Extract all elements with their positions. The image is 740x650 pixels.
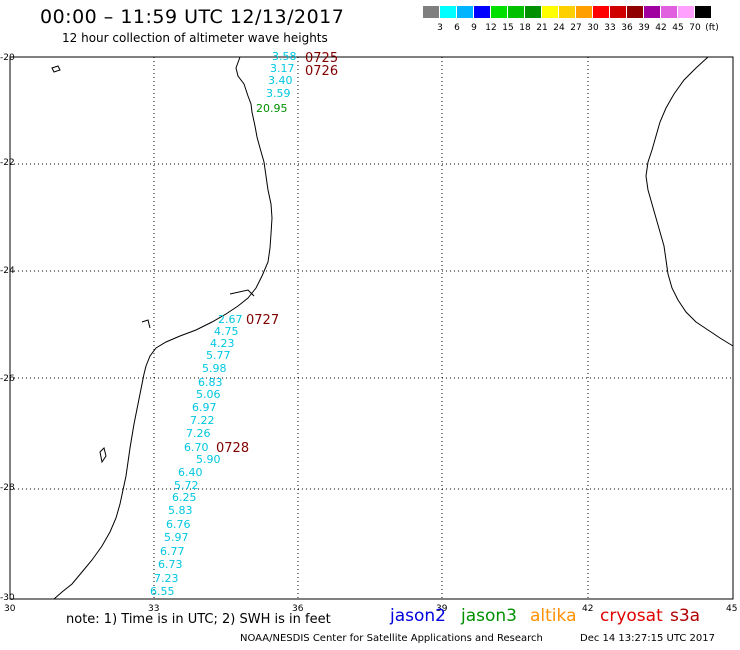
wave-height-value: 20.95 [256,102,288,115]
legend-swatch [678,6,695,18]
units-note: note: 1) Time is in UTC; 2) SWH is in fe… [66,612,331,627]
footer-source: NOAA/NESDIS Center for Satellite Applica… [240,633,543,644]
legend-swatch [559,6,576,18]
longitude-label: 33 [148,604,159,614]
lake-outline [99,447,107,464]
wave-height-value: 3.40 [268,74,293,87]
legend-swatch [576,6,593,18]
madagascar-coastline [645,56,734,347]
wave-height-value: 5.72 [174,479,199,492]
wave-height-value: 3.17 [270,62,295,75]
chart-subtitle: 12 hour collection of altimeter wave hei… [62,31,328,45]
wave-height-value: 6.70 [184,441,209,454]
legend-swatch [474,6,491,18]
wave-height-value: 4.23 [210,337,235,350]
map-frame [9,56,734,600]
chart-title: 00:00 – 11:59 UTC 12/13/2017 [40,6,345,28]
africa-coastline [53,56,273,600]
longitude-label: 36 [292,604,304,614]
latitude-labels: -20 -22 -24 -26 -28 -30 [0,53,15,603]
legend-swatch [423,6,440,18]
pass-time-label: 0727 [246,313,279,328]
wave-height-value: 7.26 [186,427,211,440]
legend-swatch [491,6,508,18]
latitude-label: -30 [0,593,15,603]
wave-height-value: 5.77 [206,349,231,362]
graticule [10,57,733,599]
wave-height-value: 7.23 [154,572,179,585]
latitude-label: -22 [0,158,15,168]
wave-height-value: 6.76 [166,518,191,531]
pass-time-label: 0725 [305,51,338,66]
latitude-label: -26 [0,374,15,384]
wave-height-value: 7.22 [190,414,215,427]
footer-timestamp: Dec 14 13:27:15 UTC 2017 [580,633,715,644]
pass-time-label: 0726 [305,64,338,79]
longitude-label: 39 [436,604,448,614]
legend-label: 33 [604,23,616,33]
legend-label: 6 [454,23,460,33]
legend-swatch [610,6,627,18]
legend-label: 36 [621,23,633,33]
longitude-label: 45 [726,604,737,614]
pass-time-label: 0728 [216,441,249,456]
wave-height-value: 5.90 [196,453,221,466]
legend-label: 12 [485,23,497,33]
satellite-label: jason2 [390,606,446,626]
island-outline [51,65,61,73]
legend-swatch [525,6,542,18]
legend-label: 21 [536,23,548,33]
legend-label: 3 [437,23,443,33]
wave-height-value: 3.59 [266,87,291,100]
wave-observations: 3.583.173.403.5920.952.674.754.235.775.9… [150,50,297,598]
longitude-labels: 30 33 36 39 42 45 [4,604,737,614]
legend-label: 15 [502,23,514,33]
satellite-label: s3a [670,606,701,626]
legend-label: 9 [471,23,477,33]
wave-height-value: 6.73 [158,558,183,571]
legend-label: 27 [570,23,582,33]
legend-label: 24 [553,23,565,33]
legend-swatch [440,6,457,18]
legend-swatch [508,6,525,18]
legend-label: 30 [587,23,599,33]
wave-height-value: 2.67 [218,313,243,326]
latitude-label: -24 [0,266,15,276]
longitude-label: 30 [4,604,16,614]
wave-height-value: 5.83 [168,504,193,517]
satellite-label: cryosat [600,606,663,626]
bay-outline [141,289,255,329]
satellite-label: altika [530,606,577,626]
legend-swatch [695,6,712,18]
wave-height-value: 6.83 [198,376,223,389]
wave-height-value: 5.98 [202,362,227,375]
wave-height-value: 6.40 [178,466,203,479]
latitude-label: -28 [0,483,15,493]
wave-height-value: 6.97 [192,401,217,414]
satellite-label: jason3 [461,606,517,626]
legend-label: 45 [672,23,684,33]
wave-height-value: 5.97 [164,531,189,544]
wave-height-value: 5.06 [196,388,221,401]
wave-height-value: 4.75 [214,325,239,338]
legend-label: 70 [689,23,701,33]
legend-swatch [542,6,559,18]
legend-label: (ft) [705,23,719,33]
wave-height-value: 6.55 [150,585,175,598]
legend-swatch [644,6,661,18]
legend-label: 39 [638,23,650,33]
legend-swatch [627,6,644,18]
wave-height-value: 3.58 [272,50,297,63]
wave-height-value: 6.77 [160,545,185,558]
legend-swatch [593,6,610,18]
legend-label: 18 [519,23,531,33]
legend-swatch [457,6,474,18]
latitude-label: -20 [0,53,15,63]
longitude-label: 42 [582,604,593,614]
legend-label: 42 [655,23,667,33]
legend-swatch [661,6,678,18]
wave-height-value: 6.25 [172,491,197,504]
